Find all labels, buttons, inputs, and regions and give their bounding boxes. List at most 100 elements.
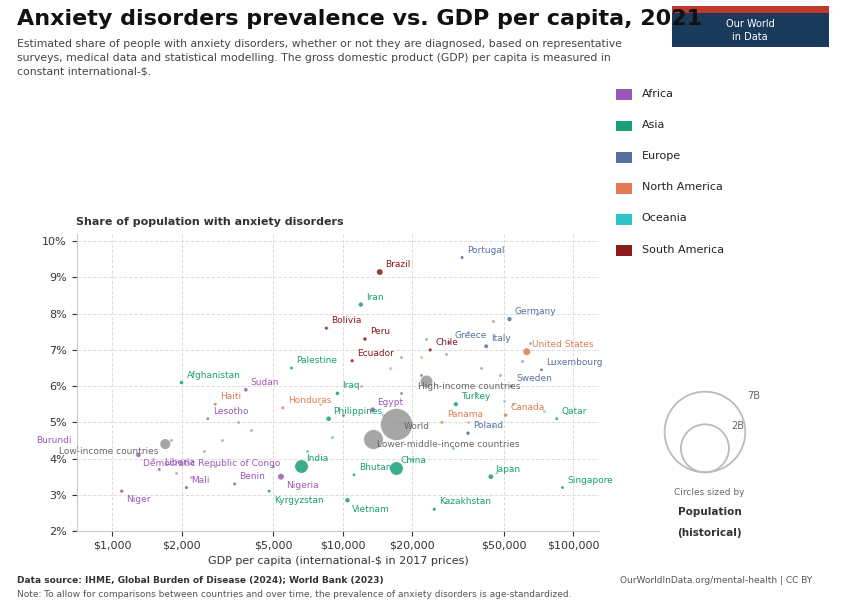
Point: [462, 327, 475, 337]
Text: Benin: Benin: [240, 472, 265, 481]
Point: [530, 309, 544, 319]
Point: [331, 389, 344, 398]
Text: India: India: [306, 454, 328, 463]
X-axis label: GDP per capita (international-$ in 2017 prices): GDP per capita (international-$ in 2017 …: [207, 556, 468, 566]
Point: [486, 316, 500, 326]
Point: [208, 461, 222, 470]
Point: [358, 334, 371, 344]
Point: [285, 363, 298, 373]
Point: [423, 345, 437, 355]
Point: [170, 468, 184, 478]
Point: [394, 389, 408, 398]
Text: Sudan: Sudan: [251, 378, 279, 387]
Text: Poland: Poland: [473, 421, 503, 430]
Point: [115, 487, 128, 496]
Point: [502, 314, 516, 324]
Text: Anxiety disorders prevalence vs. GDP per capita, 2021: Anxiety disorders prevalence vs. GDP per…: [17, 9, 702, 29]
Text: Afghanistan: Afghanistan: [186, 371, 241, 380]
Point: [215, 436, 229, 445]
Point: [486, 421, 500, 431]
Point: [354, 300, 368, 310]
Text: Ecuador: Ecuador: [357, 349, 394, 358]
Text: North America: North America: [642, 182, 722, 192]
Point: [505, 382, 518, 391]
Point: [366, 405, 379, 415]
Point: [164, 436, 178, 445]
Text: Bolivia: Bolivia: [332, 316, 361, 325]
Point: [175, 378, 189, 388]
Point: [275, 472, 288, 481]
Text: Note: To allow for comparisons between countries and over time, the prevalence o: Note: To allow for comparisons between c…: [17, 590, 571, 599]
Text: Asia: Asia: [642, 120, 665, 130]
Point: [484, 472, 497, 481]
Point: [184, 472, 198, 481]
Point: [389, 419, 403, 429]
Point: [230, 418, 244, 427]
Text: (historical): (historical): [677, 528, 742, 538]
Bar: [672, 6, 829, 13]
Point: [228, 479, 241, 489]
Point: [320, 323, 333, 333]
Text: Luxembourg: Luxembourg: [547, 358, 603, 367]
Text: Population: Population: [677, 507, 741, 517]
Point: [537, 407, 551, 416]
Point: [556, 483, 570, 493]
Point: [462, 428, 475, 438]
Text: Our World: Our World: [726, 19, 774, 29]
Text: Canada: Canada: [511, 403, 545, 412]
Point: [179, 483, 193, 493]
Text: Japan: Japan: [496, 465, 521, 474]
Point: [520, 347, 534, 356]
Point: [456, 253, 469, 262]
Text: Africa: Africa: [642, 89, 674, 98]
Text: Peru: Peru: [370, 327, 390, 336]
Point: [419, 334, 433, 344]
Point: [415, 370, 428, 380]
Text: 2B: 2B: [731, 421, 744, 431]
Text: Kazakhstan: Kazakhstan: [439, 497, 491, 506]
Text: Burundi: Burundi: [36, 436, 71, 445]
Point: [442, 338, 456, 347]
Text: in Data: in Data: [733, 32, 768, 41]
Text: China: China: [400, 456, 427, 465]
Text: Honduras: Honduras: [287, 396, 331, 405]
Text: Iran: Iran: [366, 293, 383, 302]
Point: [428, 505, 441, 514]
Point: [336, 410, 349, 420]
Text: Share of population with anxiety disorders: Share of population with anxiety disorde…: [76, 217, 344, 227]
Text: Sweden: Sweden: [516, 374, 552, 383]
Text: South America: South America: [642, 245, 724, 254]
Point: [515, 356, 529, 365]
Point: [294, 461, 308, 470]
Point: [493, 370, 507, 380]
Text: Europe: Europe: [642, 151, 681, 161]
Point: [419, 376, 433, 385]
Text: Bhutan: Bhutan: [359, 463, 391, 472]
Text: Palestine: Palestine: [297, 356, 337, 365]
Point: [326, 432, 339, 442]
Text: Panama: Panama: [447, 410, 483, 419]
Point: [197, 446, 211, 456]
Point: [474, 363, 488, 373]
Text: Data source: IHME, Global Burden of Disease (2024); World Bank (2023): Data source: IHME, Global Burden of Dise…: [17, 576, 383, 585]
Text: Brazil: Brazil: [385, 260, 410, 269]
Text: Kyrgyzstan: Kyrgyzstan: [274, 496, 324, 505]
Text: Liberia: Liberia: [164, 458, 195, 467]
Point: [535, 365, 548, 374]
Point: [550, 414, 564, 424]
Point: [445, 443, 459, 452]
Text: Qatar: Qatar: [562, 407, 587, 416]
Point: [415, 352, 428, 362]
Point: [366, 434, 379, 443]
Text: Lower-middle-income countries: Lower-middle-income countries: [377, 440, 519, 449]
Text: Nigeria: Nigeria: [286, 481, 319, 490]
Point: [266, 461, 280, 470]
Text: Greece: Greece: [454, 331, 486, 340]
Point: [70, 443, 83, 452]
Point: [462, 418, 475, 427]
Point: [239, 385, 252, 395]
Text: United States: United States: [531, 340, 593, 349]
Text: Singapore: Singapore: [567, 476, 613, 485]
Text: Lesotho: Lesotho: [212, 407, 248, 416]
Bar: [672, 13, 829, 47]
